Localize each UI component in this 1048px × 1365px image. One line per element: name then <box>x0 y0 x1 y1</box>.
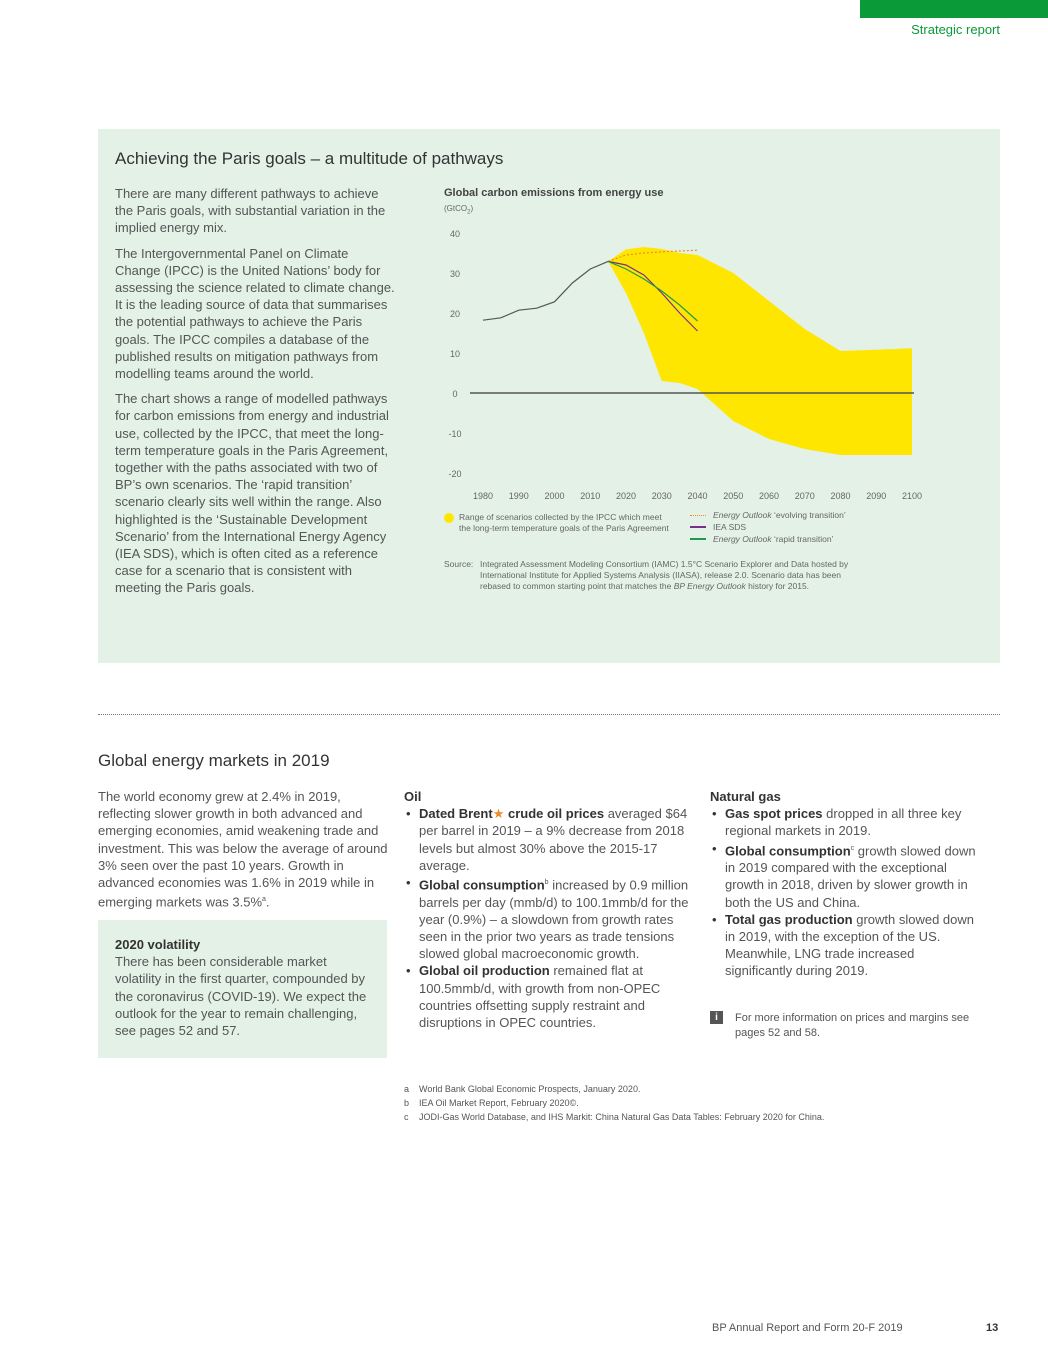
legend-swatch-icon <box>690 526 706 528</box>
section-title: Global energy markets in 2019 <box>98 751 330 770</box>
legend-item: Energy Outlook ‘rapid transition’ <box>690 533 890 545</box>
chart-source: Source: Integrated Assessment Modeling C… <box>444 559 874 592</box>
gas-title: Natural gas <box>710 789 781 804</box>
legend-label: Energy Outlook ‘rapid transition’ <box>713 533 834 544</box>
oil-column: Oil Dated Brent★ crude oil prices averag… <box>404 788 689 1031</box>
volatility-title: 2020 volatility <box>115 937 201 952</box>
chart-title: Global carbon emissions from energy use <box>444 187 664 199</box>
footnote: a World Bank Global Economic Prospects, J… <box>404 1084 641 1094</box>
x-tick-label: 2010 <box>580 491 600 501</box>
list-item: Total gas production growth slowed down … <box>710 911 985 980</box>
x-tick-label: 2030 <box>652 491 672 501</box>
x-tick-label: 2060 <box>759 491 779 501</box>
source-text: Integrated Assessment Modeling Consortiu… <box>480 559 849 591</box>
list-item: Global consumptionb increased by 0.9 mil… <box>404 874 689 962</box>
report-name: BP Annual Report and Form 20-F 2019 <box>712 1322 903 1334</box>
chart-unit: (GtCO2) <box>444 204 474 216</box>
panel-title: Achieving the Paris goals – a multitude … <box>115 149 504 168</box>
volatility-text: There has been considerable market volat… <box>115 954 367 1039</box>
info-icon: i <box>710 1011 723 1024</box>
x-tick-label: 2050 <box>723 491 743 501</box>
list-item: Global consumptionc growth slowed down i… <box>710 840 985 911</box>
volatility-box: 2020 volatility There has been considera… <box>98 920 387 1058</box>
legend-swatch-icon <box>690 514 706 516</box>
legend-swatch-icon <box>690 538 706 540</box>
legend-label: Range of scenarios collected by the IPCC… <box>459 512 669 533</box>
footnotes: a World Bank Global Economic Prospects, J… <box>404 1082 824 1124</box>
legend-item: Energy Outlook ‘evolving transition’ <box>690 509 890 521</box>
legend-item: IEA SDS <box>690 521 890 533</box>
x-tick-label: 1990 <box>509 491 529 501</box>
page-number: 13 <box>986 1322 999 1334</box>
history-line <box>482 260 609 321</box>
legend-label: IEA SDS <box>713 521 747 532</box>
info-text[interactable]: For more information on prices and margi… <box>735 1012 970 1039</box>
list-item: Dated Brent★ crude oil prices averaged $… <box>404 805 689 874</box>
star-icon: ★ <box>492 806 505 822</box>
scenario-range-area <box>608 247 912 455</box>
y-tick-label: 30 <box>450 269 460 279</box>
paragraph: The chart shows a range of modelled path… <box>115 391 389 596</box>
paragraph: There are many different pathways to ach… <box>115 186 386 236</box>
oil-title: Oil <box>404 789 422 804</box>
x-tick-label: 2090 <box>866 491 886 501</box>
paris-text: There are many different pathways to ach… <box>115 185 395 605</box>
y-tick-label: 20 <box>450 309 460 319</box>
info-note: i For more information on prices and mar… <box>710 1011 980 1041</box>
x-tick-label: 2000 <box>544 491 564 501</box>
brand-bar <box>860 0 1048 18</box>
source-end: history for 2015. <box>748 581 810 591</box>
y-tick-label: 10 <box>450 349 460 359</box>
y-tick-label: -20 <box>448 469 461 479</box>
footnote: c JODI-Gas World Database, and IHS Markit… <box>404 1112 825 1122</box>
x-tick-label: 1980 <box>473 491 493 501</box>
list-item: Global oil production remained flat at 1… <box>404 962 689 1031</box>
series-line-0 <box>607 249 698 262</box>
x-tick-label: 2080 <box>830 491 850 501</box>
intro: The world economy grew at 2.4% in 2019, … <box>98 789 388 910</box>
divider <box>98 714 1000 715</box>
source-italic: BP Energy Outlook <box>673 581 746 591</box>
gas-column: Natural gas Gas spot prices dropped in a… <box>710 788 985 980</box>
legend-label: Energy Outlook ‘evolving transition’ <box>713 509 846 520</box>
x-tick-label: 2040 <box>687 491 707 501</box>
y-tick-label: 40 <box>450 229 460 239</box>
series-line-2 <box>607 260 698 322</box>
intro-text: The world economy grew at 2.4% in 2019, … <box>98 789 388 910</box>
y-tick-label: 0 <box>452 389 457 399</box>
paragraph: The Intergovernmental Panel on Climate C… <box>115 245 395 382</box>
footnote: b IEA Oil Market Report, February 2020©. <box>404 1098 579 1108</box>
list-item: Gas spot prices dropped in all three key… <box>710 805 985 839</box>
legend-series: Energy Outlook ‘evolving transition’ IEA … <box>690 509 890 545</box>
x-tick-label: 2020 <box>616 491 636 501</box>
series-line-1 <box>608 260 698 332</box>
range-swatch-icon <box>444 513 454 523</box>
source-label: Source: <box>444 559 474 569</box>
footnote-ref: a <box>262 896 266 904</box>
legend-range: Range of scenarios collected by the IPCC… <box>444 512 674 534</box>
x-tick-label: 2100 <box>902 491 922 501</box>
section-label: Strategic report <box>911 22 1000 37</box>
x-tick-label: 2070 <box>795 491 815 501</box>
y-tick-label: -10 <box>448 429 461 439</box>
